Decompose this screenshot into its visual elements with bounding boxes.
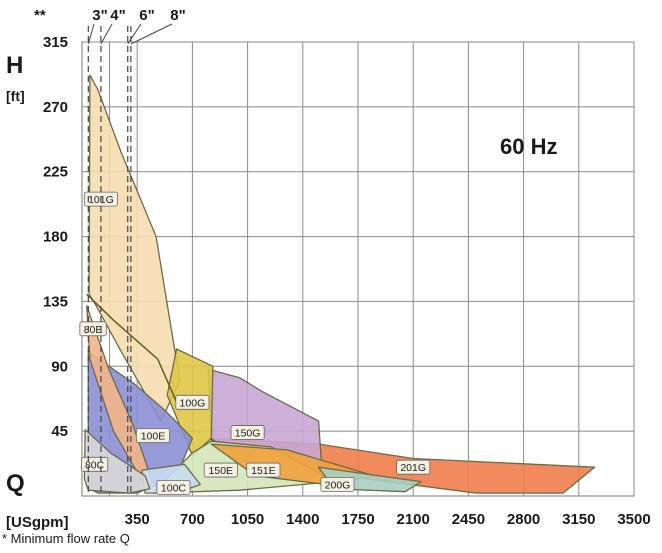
region-label-box [230,425,265,440]
region-label: 100C [161,482,187,494]
well-size-leader [100,23,113,45]
well-size-leader [87,23,95,45]
y-tick-label: 270 [43,99,68,116]
region-label: 150E [209,465,234,477]
region-label-box [175,394,210,410]
region-label-box [203,462,238,478]
x-tick-label: 3500 [617,511,650,528]
pump-regions [83,74,596,494]
y-axis-unit: [ft] [6,88,25,104]
x-tick-label: 1750 [341,511,374,528]
y-tick-label: 90 [51,358,68,375]
axis-ticks: 350 700 1050 1400 1750 2100 2450 2800 3150 3500 45… [43,34,651,528]
x-tick-label: 1050 [231,511,264,528]
region-label-box [135,428,170,443]
region-label: 80C [85,459,105,471]
well-size-label: 4" [110,7,125,24]
x-tick-label: 2450 [452,511,485,528]
region-label-box [320,477,355,492]
well-marker-prefix: ** [34,7,46,24]
y-tick-label: 180 [43,229,68,246]
x-tick-label: 700 [180,511,205,528]
region-label: 150G [235,428,261,440]
y-axis-label: H [6,52,23,79]
y-tick-label: 45 [51,423,68,440]
region-label: 80E [84,324,103,336]
x-tick-label: 350 [125,511,150,528]
region-label: 100G [180,397,206,409]
region-label: 151E [251,465,276,477]
region-label-box [156,479,191,495]
y-tick-label: 315 [43,34,68,51]
well-size-leader [127,23,142,45]
x-axis-unit: [USgpm] [6,514,69,530]
x-tick-label: 3150 [562,511,595,528]
y-tick-label: 225 [43,164,68,181]
x-tick-label: 2100 [397,511,430,528]
well-size-markers: 3" 4" 6" 8" [87,7,186,496]
well-size-label: 6" [139,7,154,24]
region-label: 200G [325,479,351,491]
region-label-box [79,321,107,337]
region-label-box [396,459,431,475]
region-label: 100E [141,430,166,442]
well-size-label: 3" [92,7,107,24]
well-size-label: 8" [170,7,185,24]
region-label: 201G [400,462,426,474]
x-tick-label: 2800 [507,511,540,528]
frequency-label: 60 Hz [500,134,557,159]
upper-envelope-line [86,293,181,410]
x-axis-label: Q [6,470,25,497]
well-size-leader [130,23,173,45]
footnote: * Minimum flow rate Q [2,531,130,546]
region-label-box [246,462,281,478]
x-tick-label: 1400 [286,511,319,528]
y-tick-label: 135 [43,293,68,310]
